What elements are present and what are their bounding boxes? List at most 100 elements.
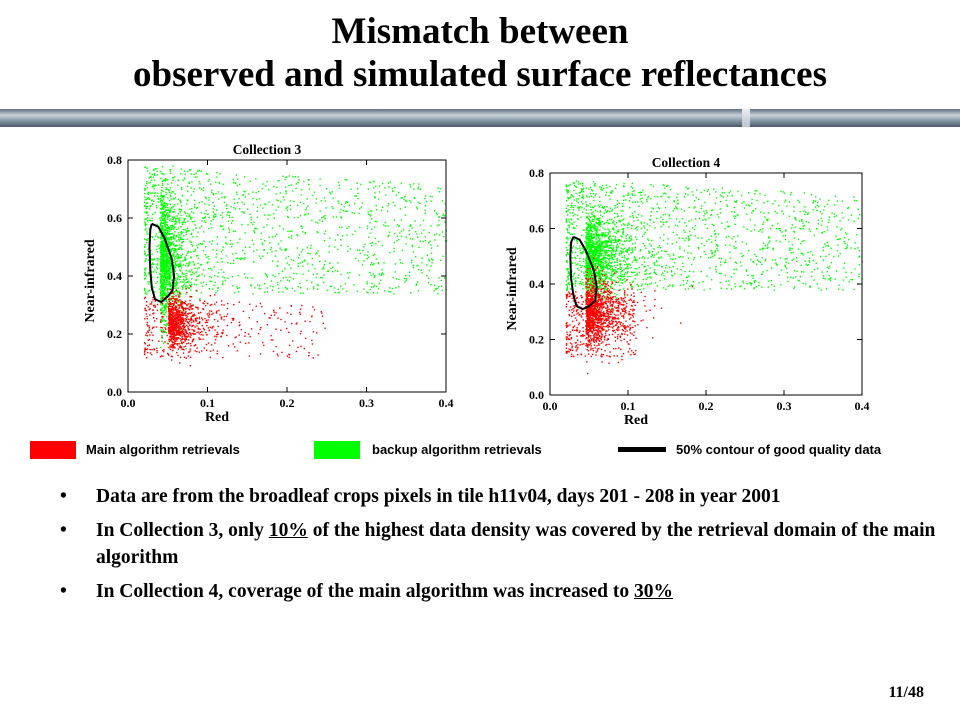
data-point — [395, 278, 398, 280]
data-point — [186, 262, 188, 265]
data-point — [302, 273, 304, 275]
data-point — [179, 362, 181, 364]
data-point — [181, 303, 183, 306]
data-point — [145, 258, 147, 260]
data-point — [174, 308, 177, 310]
data-point — [160, 251, 162, 253]
data-point — [146, 212, 148, 214]
data-point — [193, 313, 195, 315]
data-point — [183, 341, 185, 343]
data-point — [173, 216, 175, 218]
data-point — [188, 270, 190, 272]
data-point — [306, 279, 308, 282]
data-point — [167, 269, 170, 272]
data-point — [257, 284, 259, 286]
data-point — [150, 331, 153, 334]
data-point — [162, 286, 164, 288]
data-point — [419, 240, 422, 242]
data-point — [371, 244, 373, 247]
data-point — [231, 243, 233, 245]
data-point — [347, 245, 349, 248]
data-point — [163, 222, 165, 224]
data-point — [618, 275, 620, 277]
data-point — [627, 264, 629, 266]
data-point — [295, 323, 297, 325]
data-point — [170, 262, 172, 264]
data-point — [164, 234, 167, 237]
data-point — [436, 224, 439, 227]
data-point — [589, 228, 592, 230]
data-point — [214, 303, 216, 305]
data-point — [374, 275, 376, 277]
data-point — [604, 240, 606, 242]
data-point — [163, 196, 165, 198]
data-point — [152, 299, 154, 301]
data-point — [410, 201, 412, 203]
y-tick-label: 0.2 — [107, 327, 122, 341]
data-point — [403, 277, 406, 280]
data-point — [162, 239, 164, 242]
data-point — [162, 282, 164, 285]
data-point — [166, 294, 168, 296]
data-point — [608, 241, 610, 243]
data-point — [384, 225, 387, 227]
data-point — [160, 246, 162, 249]
data-point — [192, 308, 194, 310]
data-point — [168, 312, 170, 315]
data-point — [163, 268, 165, 270]
data-point — [166, 257, 168, 260]
data-point — [186, 227, 189, 229]
data-point — [176, 316, 178, 318]
data-point — [375, 258, 378, 260]
data-point — [596, 242, 598, 244]
data-point — [170, 289, 172, 291]
data-point — [170, 236, 172, 238]
data-point — [262, 207, 264, 209]
data-point — [164, 288, 166, 290]
data-point — [187, 281, 189, 284]
data-point — [203, 240, 205, 242]
data-point — [194, 199, 196, 202]
data-point — [242, 257, 244, 260]
data-point — [188, 351, 190, 353]
data-point — [167, 273, 170, 276]
data-point — [178, 257, 180, 260]
data-point — [195, 207, 198, 209]
data-point — [223, 304, 225, 306]
data-point — [173, 243, 175, 245]
data-point — [178, 346, 181, 348]
data-point — [197, 247, 199, 249]
data-point — [190, 257, 192, 259]
data-point — [165, 254, 168, 256]
data-point — [163, 173, 165, 175]
data-point — [188, 230, 190, 232]
data-point — [160, 304, 162, 306]
data-point — [145, 313, 147, 315]
data-point — [440, 279, 442, 282]
data-point — [155, 318, 158, 320]
data-point — [170, 344, 172, 346]
data-point — [161, 304, 164, 306]
data-point — [216, 176, 218, 178]
data-point — [187, 339, 190, 341]
data-point — [148, 182, 150, 184]
data-point — [597, 245, 599, 247]
data-point — [613, 254, 616, 256]
data-point — [597, 233, 599, 236]
data-point — [208, 204, 210, 206]
data-point — [200, 264, 203, 266]
data-point — [597, 240, 600, 242]
data-point — [182, 238, 184, 240]
data-point — [188, 306, 191, 308]
data-point — [181, 333, 183, 335]
data-point — [177, 322, 180, 324]
data-point — [173, 341, 175, 344]
data-point — [182, 301, 185, 304]
data-point — [279, 247, 281, 249]
data-point — [279, 225, 281, 227]
data-point — [174, 255, 177, 257]
data-point — [198, 318, 201, 320]
data-point — [341, 203, 343, 206]
data-point — [162, 233, 165, 235]
data-point — [606, 261, 608, 264]
